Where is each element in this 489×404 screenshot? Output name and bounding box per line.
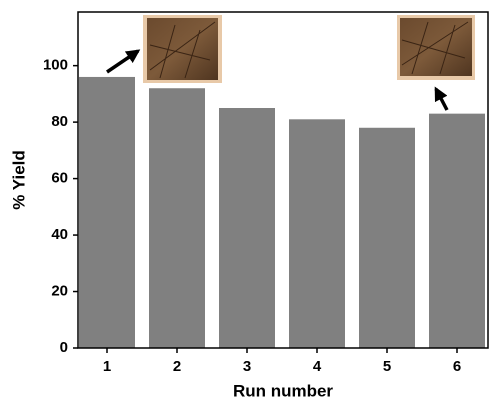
y-tick-label: 80	[51, 113, 68, 130]
x-tick-label: 4	[313, 358, 322, 375]
bar	[289, 119, 345, 348]
inset-image	[397, 15, 475, 80]
x-tick-label: 1	[103, 358, 111, 375]
x-tick-label: 6	[453, 358, 461, 375]
bar	[359, 128, 415, 348]
bar	[219, 108, 275, 348]
x-tick-label: 2	[173, 358, 181, 375]
y-tick-label: 100	[43, 57, 68, 74]
x-tick-label: 5	[383, 358, 391, 375]
y-tick-label: 0	[60, 339, 68, 356]
x-tick-label: 3	[243, 358, 251, 375]
y-tick-label: 40	[51, 226, 68, 243]
bar	[149, 88, 205, 348]
y-axis-label: % Yield	[9, 150, 28, 210]
y-tick-label: 20	[51, 282, 68, 299]
inset-image	[143, 15, 222, 83]
bar	[429, 114, 485, 348]
arrow	[107, 51, 138, 72]
bar	[79, 77, 135, 348]
plot-area	[79, 77, 485, 348]
arrow	[436, 89, 447, 110]
chart: Run number % Yield 0 20 40 60 80 100 1 2 3 4 5 6	[0, 0, 489, 404]
x-axis-label: Run number	[233, 381, 333, 400]
y-tick-label: 60	[51, 170, 68, 187]
